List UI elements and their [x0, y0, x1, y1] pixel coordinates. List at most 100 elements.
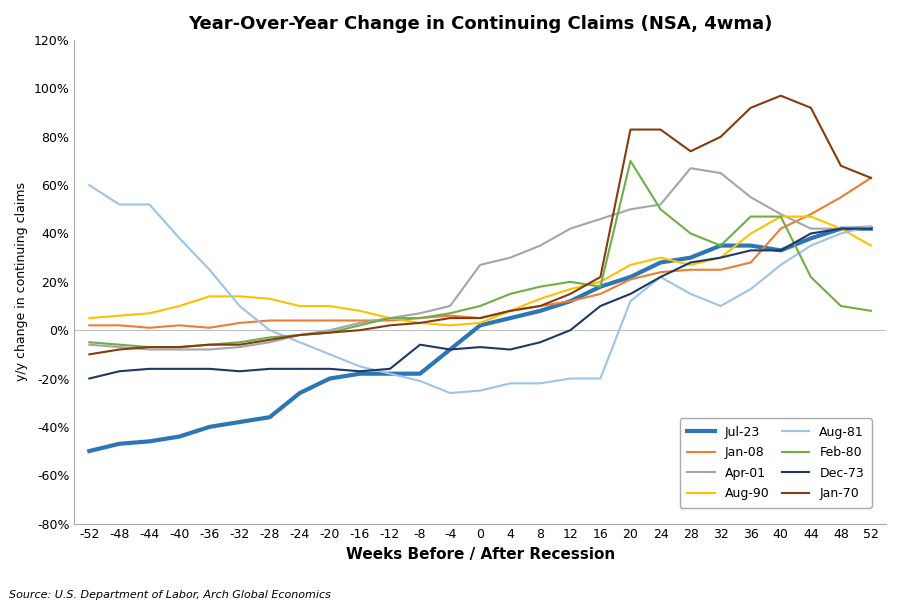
Dec-73: [144, 365, 155, 373]
Jan-70: [835, 162, 846, 169]
Feb-80: [114, 341, 125, 348]
Jul-23: [595, 283, 605, 290]
Dec-73: [805, 230, 816, 237]
Apr-01: [144, 346, 155, 353]
Dec-73: [565, 326, 576, 334]
Aug-90: [205, 293, 215, 300]
Jan-08: [205, 324, 215, 331]
Aug-90: [655, 254, 666, 261]
Aug-81: [835, 230, 846, 237]
Apr-01: [805, 225, 816, 232]
Aug-81: [324, 351, 335, 358]
Jan-70: [715, 133, 726, 141]
Aug-81: [805, 242, 816, 249]
Jan-70: [685, 148, 696, 155]
Jan-08: [655, 269, 666, 276]
Aug-90: [776, 213, 787, 220]
Feb-80: [595, 283, 605, 290]
Feb-80: [144, 344, 155, 351]
Apr-01: [354, 319, 365, 326]
Feb-80: [295, 331, 305, 338]
Feb-80: [414, 314, 425, 322]
Aug-81: [625, 297, 636, 305]
Jan-08: [385, 317, 396, 324]
Jul-23: [84, 447, 95, 454]
Jul-23: [174, 433, 185, 440]
Jan-70: [114, 346, 125, 353]
Dec-73: [414, 341, 425, 348]
Jan-08: [565, 297, 576, 305]
Apr-01: [625, 206, 636, 213]
Jul-23: [385, 370, 396, 377]
Apr-01: [535, 242, 546, 249]
Text: Source: U.S. Department of Labor, Arch Global Economics: Source: U.S. Department of Labor, Arch G…: [9, 590, 331, 600]
Aug-81: [595, 375, 605, 382]
Jan-08: [445, 312, 456, 319]
Aug-81: [205, 266, 215, 273]
Aug-90: [535, 295, 546, 302]
Apr-01: [685, 165, 696, 172]
Jan-70: [385, 322, 396, 329]
Feb-80: [385, 314, 396, 322]
Aug-81: [234, 302, 245, 310]
Jul-23: [685, 254, 696, 261]
Feb-80: [655, 206, 666, 213]
Dec-73: [745, 247, 756, 254]
Jul-23: [144, 438, 155, 445]
Aug-81: [354, 363, 365, 370]
Dec-73: [295, 365, 305, 373]
Aug-81: [445, 389, 456, 397]
Dec-73: [866, 225, 877, 232]
Dec-73: [205, 365, 215, 373]
Aug-81: [866, 222, 877, 230]
Feb-80: [866, 307, 877, 314]
Aug-81: [414, 377, 425, 385]
Line: Jul-23: Jul-23: [89, 228, 871, 451]
Line: Aug-90: Aug-90: [89, 216, 871, 325]
Apr-01: [445, 302, 456, 310]
Apr-01: [295, 331, 305, 338]
Dec-73: [354, 368, 365, 375]
Jul-23: [354, 370, 365, 377]
Jan-08: [595, 290, 605, 297]
Dec-73: [445, 346, 456, 353]
Jan-70: [354, 326, 365, 334]
Aug-81: [114, 201, 125, 208]
Feb-80: [715, 242, 726, 249]
Legend: Jul-23, Jan-08, Apr-01, Aug-90, Aug-81, Feb-80, Dec-73, Jan-70: Jul-23, Jan-08, Apr-01, Aug-90, Aug-81, …: [679, 418, 871, 508]
Jan-70: [625, 126, 636, 133]
Aug-90: [354, 307, 365, 314]
Jan-70: [655, 126, 666, 133]
Jan-70: [805, 104, 816, 111]
Jul-23: [475, 322, 486, 329]
Jul-23: [445, 346, 456, 353]
Jan-70: [866, 174, 877, 182]
Jan-08: [505, 307, 515, 314]
Jan-08: [324, 317, 335, 324]
Jan-70: [295, 331, 305, 338]
Aug-81: [565, 375, 576, 382]
Feb-80: [84, 338, 95, 346]
X-axis label: Weeks Before / After Recession: Weeks Before / After Recession: [345, 547, 614, 562]
Dec-73: [595, 302, 605, 310]
Jan-70: [505, 307, 515, 314]
Apr-01: [264, 338, 275, 346]
Aug-81: [385, 370, 396, 377]
Jan-70: [174, 344, 185, 351]
Jan-70: [745, 104, 756, 111]
Feb-80: [324, 329, 335, 336]
Apr-01: [84, 341, 95, 348]
Jan-08: [84, 322, 95, 329]
Dec-73: [685, 259, 696, 266]
Jul-23: [264, 413, 275, 421]
Jul-23: [565, 297, 576, 305]
Jul-23: [205, 423, 215, 430]
Aug-81: [685, 290, 696, 297]
Jan-08: [805, 210, 816, 218]
Jul-23: [866, 225, 877, 232]
Jan-70: [565, 290, 576, 297]
Jul-23: [776, 247, 787, 254]
Jul-23: [114, 440, 125, 447]
Aug-90: [715, 254, 726, 261]
Jan-70: [475, 314, 486, 322]
